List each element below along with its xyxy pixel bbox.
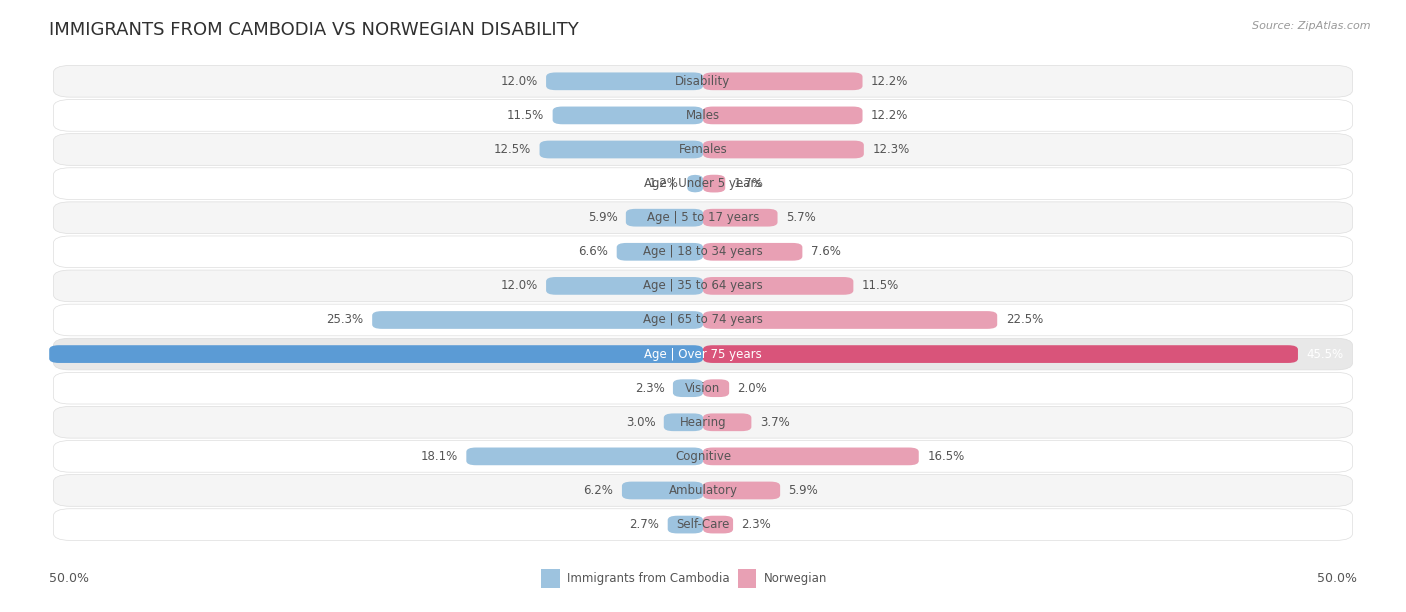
Text: 12.5%: 12.5% [494, 143, 531, 156]
Text: Females: Females [679, 143, 727, 156]
Text: Age | 65 to 74 years: Age | 65 to 74 years [643, 313, 763, 326]
Text: Ambulatory: Ambulatory [668, 484, 738, 497]
Text: 11.5%: 11.5% [508, 109, 544, 122]
Text: 22.5%: 22.5% [1005, 313, 1043, 326]
Text: 5.7%: 5.7% [786, 211, 815, 224]
Text: 5.9%: 5.9% [789, 484, 818, 497]
Text: 5.9%: 5.9% [588, 211, 617, 224]
Text: Males: Males [686, 109, 720, 122]
Text: 6.2%: 6.2% [583, 484, 613, 497]
Text: 2.0%: 2.0% [738, 382, 768, 395]
Text: 6.6%: 6.6% [578, 245, 609, 258]
Text: 16.5%: 16.5% [927, 450, 965, 463]
Text: 3.7%: 3.7% [759, 416, 790, 429]
Text: 7.6%: 7.6% [811, 245, 841, 258]
Text: 25.3%: 25.3% [326, 313, 364, 326]
Text: 11.5%: 11.5% [862, 280, 898, 293]
Text: 18.1%: 18.1% [420, 450, 458, 463]
Text: Source: ZipAtlas.com: Source: ZipAtlas.com [1253, 21, 1371, 31]
Text: 1.2%: 1.2% [650, 177, 679, 190]
Text: 3.0%: 3.0% [626, 416, 655, 429]
Text: Immigrants from Cambodia: Immigrants from Cambodia [567, 572, 730, 585]
Text: 50.0%: 50.0% [4, 348, 41, 360]
Text: 1.7%: 1.7% [734, 177, 763, 190]
Text: Age | 35 to 64 years: Age | 35 to 64 years [643, 280, 763, 293]
Text: Vision: Vision [685, 382, 721, 395]
Text: 12.0%: 12.0% [501, 75, 537, 88]
Text: 12.2%: 12.2% [870, 109, 908, 122]
Text: 12.0%: 12.0% [501, 280, 537, 293]
Text: 12.3%: 12.3% [872, 143, 910, 156]
Text: Hearing: Hearing [679, 416, 727, 429]
Text: Age | 5 to 17 years: Age | 5 to 17 years [647, 211, 759, 224]
Text: Age | 18 to 34 years: Age | 18 to 34 years [643, 245, 763, 258]
Text: Disability: Disability [675, 75, 731, 88]
Text: IMMIGRANTS FROM CAMBODIA VS NORWEGIAN DISABILITY: IMMIGRANTS FROM CAMBODIA VS NORWEGIAN DI… [49, 21, 579, 39]
Text: Age | Under 5 years: Age | Under 5 years [644, 177, 762, 190]
Text: Self-Care: Self-Care [676, 518, 730, 531]
Text: 12.2%: 12.2% [870, 75, 908, 88]
Text: Age | Over 75 years: Age | Over 75 years [644, 348, 762, 360]
Text: 2.3%: 2.3% [634, 382, 665, 395]
Text: 50.0%: 50.0% [49, 572, 89, 585]
Text: Cognitive: Cognitive [675, 450, 731, 463]
Text: 2.3%: 2.3% [741, 518, 772, 531]
Text: Norwegian: Norwegian [763, 572, 827, 585]
Text: 50.0%: 50.0% [1317, 572, 1357, 585]
Text: 2.7%: 2.7% [630, 518, 659, 531]
Text: 45.5%: 45.5% [1306, 348, 1344, 360]
